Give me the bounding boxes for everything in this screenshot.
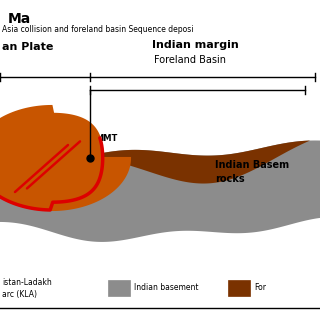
Text: Indian margin: Indian margin <box>152 40 238 50</box>
Polygon shape <box>0 140 320 242</box>
Polygon shape <box>88 140 312 184</box>
FancyBboxPatch shape <box>108 280 130 296</box>
Text: istan-Ladakh: istan-Ladakh <box>2 278 52 287</box>
Text: arc (KLA): arc (KLA) <box>2 290 37 299</box>
Text: Indian basement: Indian basement <box>134 284 198 292</box>
Text: Foreland Basin: Foreland Basin <box>154 55 226 65</box>
Text: Indian Basem
rocks: Indian Basem rocks <box>215 160 289 184</box>
Polygon shape <box>0 106 130 210</box>
Text: Ma: Ma <box>8 12 31 26</box>
Text: Asia collision and foreland basin Sequence deposi: Asia collision and foreland basin Sequen… <box>2 25 194 34</box>
FancyBboxPatch shape <box>228 280 250 296</box>
Text: MMT: MMT <box>95 134 117 143</box>
Text: For: For <box>254 284 266 292</box>
Text: an Plate: an Plate <box>2 42 53 52</box>
